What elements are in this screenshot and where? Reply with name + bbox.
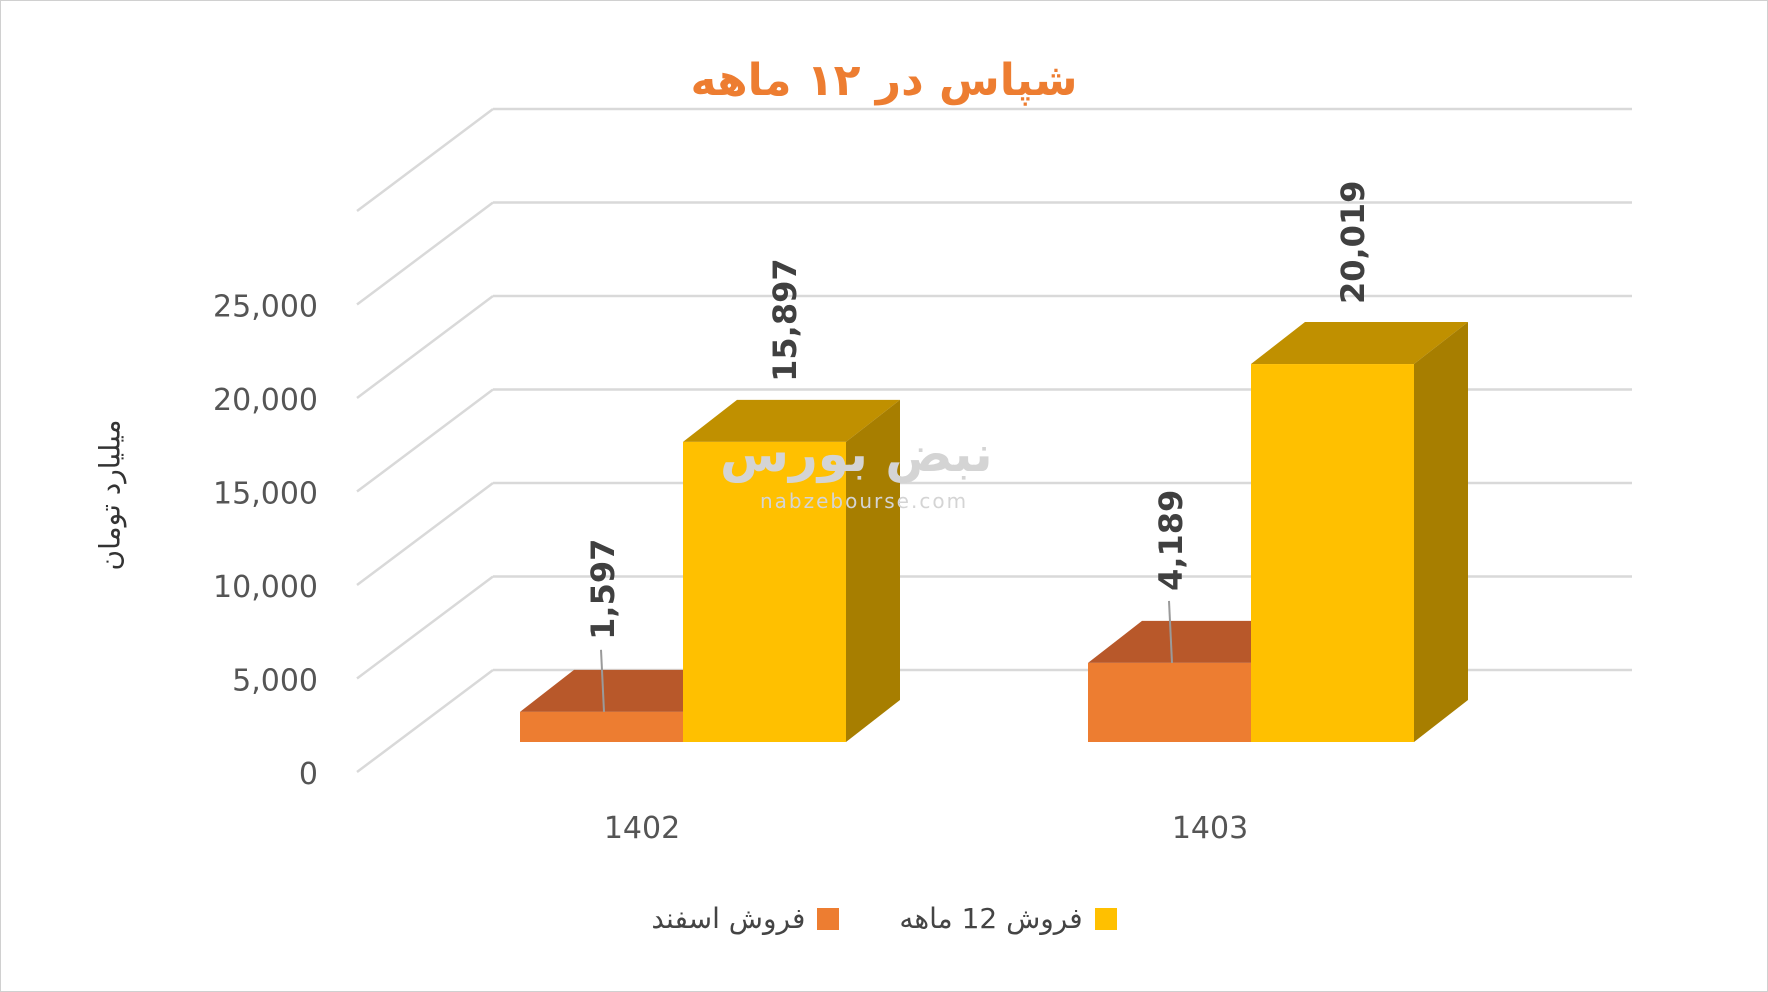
bar-front-face: [520, 711, 683, 742]
legend-item-12month: فروش 12 ماهه: [899, 902, 1117, 935]
bar-top-face: [520, 669, 737, 712]
grid-lines: [356, 107, 1632, 773]
grid-line-diagonal: [356, 482, 494, 586]
legend-swatch-esfand: [817, 907, 840, 930]
grid-line-diagonal: [356, 108, 494, 212]
data-label: 15,897: [766, 258, 804, 381]
legend: فروش اسفند فروش 12 ماهه: [0, 902, 1768, 935]
bar-top-face: [1088, 620, 1305, 663]
data-label: 4,189: [1152, 490, 1190, 591]
data-labels: 1,597 15,897 4,189 20,019: [584, 181, 1372, 712]
bars: [520, 322, 1468, 742]
y-tick-label: 0: [299, 757, 318, 792]
bar-top-face: [683, 399, 900, 442]
bar-top-face: [1251, 322, 1468, 365]
legend-label-esfand: فروش اسفند: [651, 902, 806, 935]
bar-front-face: [1251, 364, 1414, 742]
y-tick-label: 15,000: [213, 477, 318, 512]
data-label: 20,019: [1334, 181, 1372, 304]
chart-title: شپاس در ۱۲ ماهه: [690, 55, 1078, 106]
bar-front-face: [1088, 662, 1251, 742]
x-tick-labels: 1402 1403: [604, 811, 1248, 846]
bar-1-0: [683, 399, 900, 742]
y-tick-labels: 0 5,000 10,000 15,000 20,000 25,000: [213, 290, 318, 793]
grid-line-diagonal: [356, 388, 494, 493]
grid-line-diagonal: [356, 295, 494, 399]
bar-front-face: [683, 441, 846, 742]
y-tick-label: 5,000: [232, 664, 318, 699]
data-label: 1,597: [584, 539, 622, 640]
leader-line: [600, 649, 605, 712]
bar-0-0: [520, 669, 737, 742]
grid-line-diagonal: [356, 201, 494, 306]
y-tick-label: 20,000: [213, 383, 318, 418]
legend-swatch-12month: [1094, 907, 1117, 930]
grid-line-diagonal: [356, 669, 494, 773]
y-tick-label: 25,000: [213, 290, 318, 325]
x-tick-label: 1403: [1172, 811, 1248, 846]
x-tick-label: 1402: [604, 811, 680, 846]
bar-0-1: [1088, 620, 1305, 742]
bar-1-1: [1251, 322, 1468, 742]
bar-side-face: [1414, 322, 1468, 742]
y-tick-label: 10,000: [213, 570, 318, 605]
leader-line: [1168, 600, 1173, 663]
legend-label-12month: فروش 12 ماهه: [899, 902, 1083, 935]
grid-line-diagonal: [356, 575, 494, 680]
legend-item-esfand: فروش اسفند: [651, 902, 840, 935]
bar-side-face: [846, 399, 900, 742]
